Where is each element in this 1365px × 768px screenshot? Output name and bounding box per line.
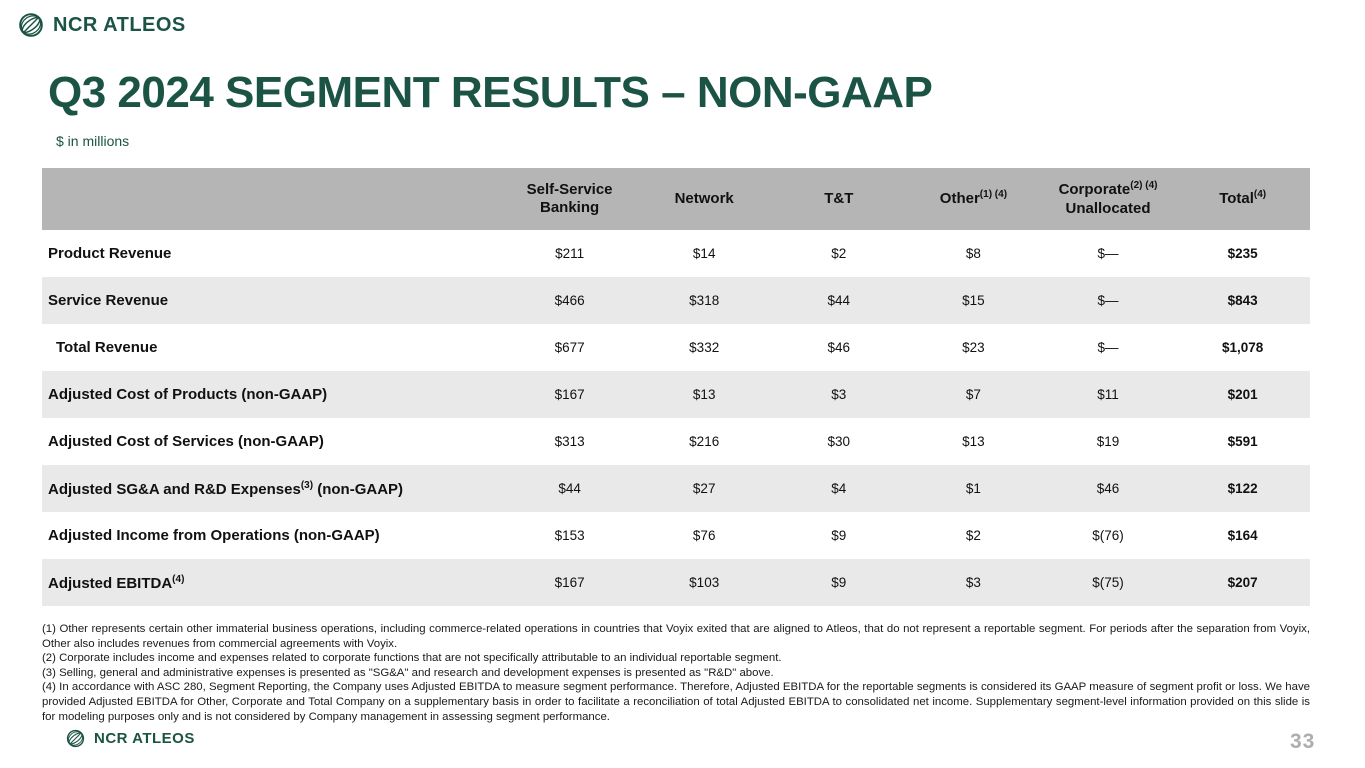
row-label: Product Revenue xyxy=(48,245,172,262)
cell-value: $14 xyxy=(692,246,716,261)
cell-value: $167 xyxy=(502,371,637,418)
cell-value: $2 xyxy=(965,528,981,543)
cell-value: $122 xyxy=(1175,465,1310,512)
cell-value: $7 xyxy=(906,371,1041,418)
row-label: Total Revenue xyxy=(56,339,158,356)
cell-value: $— xyxy=(1040,277,1176,324)
cell-value: $13 xyxy=(636,371,772,418)
footnotes: (1) Other represents certain other immat… xyxy=(42,622,1310,724)
segment-table-body: Product Revenue $211 $14 $2 $8 $— $235 Service … xyxy=(42,230,1310,606)
cell-value: $313 xyxy=(554,434,585,449)
cell-value: $466 xyxy=(502,277,637,324)
cell-value: $9 xyxy=(771,559,907,606)
cell-value: $2 xyxy=(831,246,847,261)
brand-logo-bottom: NCR ATLEOS xyxy=(66,729,195,748)
brand-name: NCR ATLEOS xyxy=(94,730,195,747)
cell-value: $— xyxy=(1097,340,1119,355)
cell-value: $843 xyxy=(1175,277,1310,324)
column-header: T&T xyxy=(771,168,907,230)
page-number: 33 xyxy=(1290,730,1316,753)
row-label: Adjusted Cost of Services (non-GAAP) xyxy=(48,433,324,450)
cell-value: $207 xyxy=(1175,559,1310,606)
cell-value: $46 xyxy=(827,340,851,355)
column-header: Corporate(2) (4) Unallocated xyxy=(1040,168,1176,230)
table-row: Adjusted SG&A and R&D Expenses(3) (non-G… xyxy=(42,465,1310,512)
cell-value: $46 xyxy=(1040,465,1176,512)
cell-value: $19 xyxy=(1096,434,1120,449)
subtitle-units: $ in millions xyxy=(56,133,130,149)
cell-value: $(75) xyxy=(1040,559,1176,606)
cell-value: $44 xyxy=(502,465,637,512)
cell-value: $201 xyxy=(1175,371,1310,418)
cell-value: $235 xyxy=(1227,246,1258,261)
cell-value: $27 xyxy=(636,465,772,512)
row-label: Adjusted SG&A and R&D Expenses(3) (non-G… xyxy=(42,465,503,512)
cell-value: $8 xyxy=(965,246,981,261)
cell-value: $318 xyxy=(636,277,772,324)
cell-value: $677 xyxy=(554,340,585,355)
table-row: Adjusted Cost of Services (non-GAAP) $313… xyxy=(42,418,1310,465)
cell-value: $167 xyxy=(502,559,637,606)
cell-value: $103 xyxy=(636,559,772,606)
cell-value: $1,078 xyxy=(1222,340,1264,355)
cell-value: $76 xyxy=(692,528,716,543)
page-title: Q3 2024 SEGMENT RESULTS – NON-GAAP xyxy=(48,68,933,117)
column-header: Network xyxy=(636,168,772,230)
globe-icon xyxy=(66,729,85,748)
cell-value: $30 xyxy=(827,434,851,449)
cell-value: $211 xyxy=(555,246,585,261)
row-label: Service Revenue xyxy=(42,277,503,324)
table-row: Total Revenue $677 $332 $46 $23 $— $1,078 xyxy=(42,324,1310,371)
column-header: Self-Service Banking xyxy=(502,168,637,230)
table-row: Product Revenue $211 $14 $2 $8 $— $235 xyxy=(42,230,1310,277)
footnote: (4) In accordance with ASC 280, Segment … xyxy=(42,681,1310,723)
cell-value: $— xyxy=(1097,246,1119,261)
segment-table-header-row: Self-Service Banking Network T&T Other(1) (4… xyxy=(42,168,1310,230)
column-header: Total(4) xyxy=(1175,168,1310,230)
brand-logo-top: NCR ATLEOS xyxy=(18,12,186,38)
cell-value: $13 xyxy=(962,434,985,449)
table-row: Adjusted Income from Operations (non-GAA… xyxy=(42,512,1310,559)
cell-value: $23 xyxy=(962,340,985,355)
cell-value: $3 xyxy=(771,371,907,418)
table-row: Service Revenue $466 $318 $44 $15 $— $843 xyxy=(42,277,1310,324)
globe-icon xyxy=(18,12,44,38)
column-header: Other(1) (4) xyxy=(906,168,1041,230)
table-row: Adjusted EBITDA(4) $167 $103 $9 $3 $(75) $207 xyxy=(42,559,1310,606)
cell-value: $9 xyxy=(831,528,847,543)
cell-value: $1 xyxy=(906,465,1041,512)
cell-value: $3 xyxy=(906,559,1041,606)
cell-value: $332 xyxy=(689,340,720,355)
footnote: (2) Corporate includes income and expens… xyxy=(42,652,782,665)
cell-value: $(76) xyxy=(1092,528,1124,543)
cell-value: $164 xyxy=(1227,528,1258,543)
header-corner-cell xyxy=(42,168,503,230)
table-row: Adjusted Cost of Products (non-GAAP) $167… xyxy=(42,371,1310,418)
row-label: Adjusted EBITDA(4) xyxy=(42,559,503,606)
cell-value: $591 xyxy=(1227,434,1258,449)
cell-value: $216 xyxy=(689,434,720,449)
segment-results-table: Self-Service Banking Network T&T Other(1) (4… xyxy=(42,168,1310,606)
cell-value: $44 xyxy=(771,277,907,324)
cell-value: $4 xyxy=(771,465,907,512)
footnote: (1) Other represents certain other immat… xyxy=(42,623,1310,650)
row-label: Adjusted Income from Operations (non-GAA… xyxy=(48,527,380,544)
footnote: (3) Selling, general and administrative … xyxy=(42,666,774,679)
cell-value: $153 xyxy=(554,528,585,543)
brand-name: NCR ATLEOS xyxy=(53,13,186,36)
cell-value: $11 xyxy=(1040,371,1176,418)
row-label: Adjusted Cost of Products (non-GAAP) xyxy=(42,371,503,418)
cell-value: $15 xyxy=(906,277,1041,324)
